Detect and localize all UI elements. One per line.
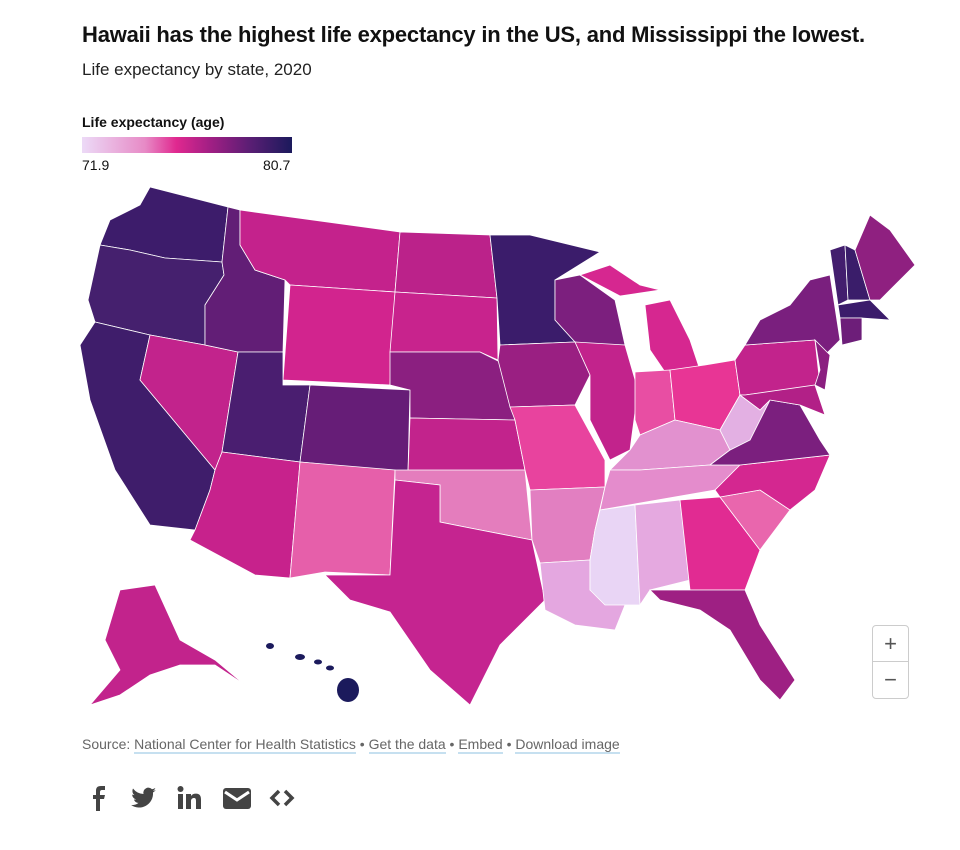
state-ak[interactable] <box>88 584 246 706</box>
state-nm[interactable] <box>289 461 396 579</box>
separator: • <box>359 736 365 752</box>
state-tx[interactable] <box>324 479 546 706</box>
state-ia[interactable] <box>497 341 591 408</box>
embed-link[interactable]: Embed <box>458 736 503 754</box>
source-label: Source: <box>82 736 131 752</box>
download-image-link[interactable]: Download image <box>515 736 620 754</box>
state-ct[interactable] <box>839 317 863 346</box>
zoom-controls: + − <box>872 625 909 699</box>
state-hi[interactable] <box>266 643 274 649</box>
twitter-icon[interactable] <box>130 784 158 812</box>
separator: • <box>449 736 455 752</box>
state-wy[interactable] <box>282 284 396 386</box>
state-hi[interactable] <box>326 665 334 671</box>
state-al[interactable] <box>634 499 691 607</box>
state-nd[interactable] <box>394 231 498 299</box>
legend-min: 71.9 <box>82 157 110 173</box>
chart-title: Hawaii has the highest life expectancy i… <box>82 22 865 47</box>
linkedin-icon[interactable] <box>176 784 204 812</box>
state-hi[interactable] <box>295 654 305 660</box>
state-ma[interactable] <box>837 299 892 321</box>
state-co[interactable] <box>299 384 411 473</box>
state-mi[interactable] <box>578 264 661 297</box>
zoom-in-button[interactable]: + <box>884 631 897 656</box>
email-icon[interactable] <box>222 784 251 812</box>
facebook-icon[interactable] <box>84 784 112 812</box>
source-link[interactable]: National Center for Health Statistics <box>134 736 356 754</box>
share-bar <box>84 784 296 812</box>
state-il[interactable] <box>574 341 639 461</box>
zoom-out-button[interactable]: − <box>873 661 908 697</box>
us-map[interactable] <box>0 0 960 720</box>
state-hi[interactable] <box>314 659 322 665</box>
state-mi[interactable] <box>644 299 701 373</box>
state-fl[interactable] <box>649 589 796 701</box>
chart-subtitle: Life expectancy by state, 2020 <box>82 60 312 79</box>
state-sd[interactable] <box>389 291 499 361</box>
source-line: Source: National Center for Health Stati… <box>82 736 620 754</box>
state-ms[interactable] <box>589 504 641 606</box>
state-md[interactable] <box>738 384 826 416</box>
state-nj[interactable] <box>814 338 831 391</box>
embed-code-icon[interactable] <box>268 784 296 812</box>
legend-max: 80.7 <box>263 157 291 173</box>
get-data-link[interactable]: Get the data <box>368 736 446 754</box>
state-ga[interactable] <box>679 496 761 591</box>
legend-title: Life expectancy (age) <box>82 114 225 130</box>
state-ks[interactable] <box>407 417 526 473</box>
legend-color-bar <box>82 137 292 153</box>
separator: • <box>506 736 512 752</box>
state-hi[interactable] <box>337 678 359 702</box>
